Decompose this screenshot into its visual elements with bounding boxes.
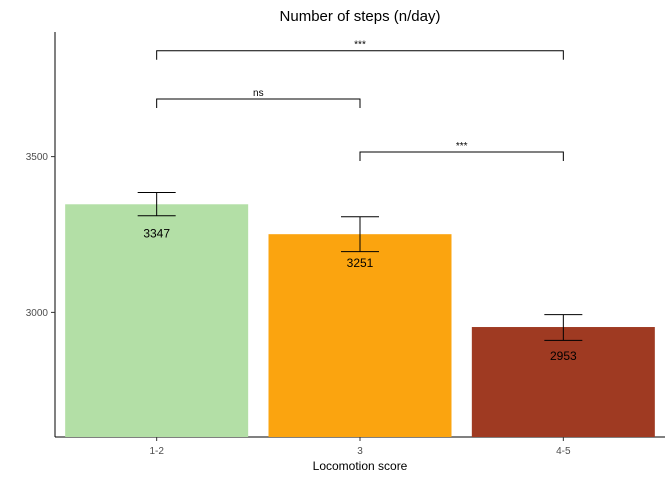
significance-bracket-2 — [359, 151, 564, 161]
bar-3 — [268, 234, 452, 437]
data-label-1-2: 3347 — [143, 226, 170, 240]
data-label-4-5: 2953 — [550, 349, 577, 363]
y-tick-label-3500: 3500 — [26, 152, 49, 163]
significance-bracket-1 — [156, 98, 361, 108]
significance-label-2: *** — [456, 141, 468, 152]
y-tick-label-3000: 3000 — [26, 308, 49, 319]
bars-group — [65, 204, 655, 437]
error-bars-group — [137, 191, 583, 341]
significance-label-1: ns — [253, 88, 264, 99]
x-axis-title: Locomotion score — [313, 459, 408, 473]
bar-4-5 — [471, 327, 655, 437]
x-tick-label-3: 3 — [357, 446, 363, 457]
data-label-3: 3251 — [347, 256, 374, 270]
significance-group: ns *** *** — [156, 40, 564, 161]
significance-label-3: *** — [354, 40, 366, 51]
bar-1-2 — [65, 204, 249, 437]
y-ticks-group: 3000 3500 — [26, 152, 55, 319]
chart-title: Number of steps (n/day) — [280, 8, 441, 25]
data-labels-group: 3347 3251 2953 — [143, 226, 577, 363]
x-tick-label-4-5: 4-5 — [556, 446, 571, 457]
x-tick-label-1-2: 1-2 — [149, 446, 164, 457]
x-ticks-group: 1-2 3 4-5 — [149, 437, 571, 457]
significance-bracket-3 — [156, 50, 564, 60]
